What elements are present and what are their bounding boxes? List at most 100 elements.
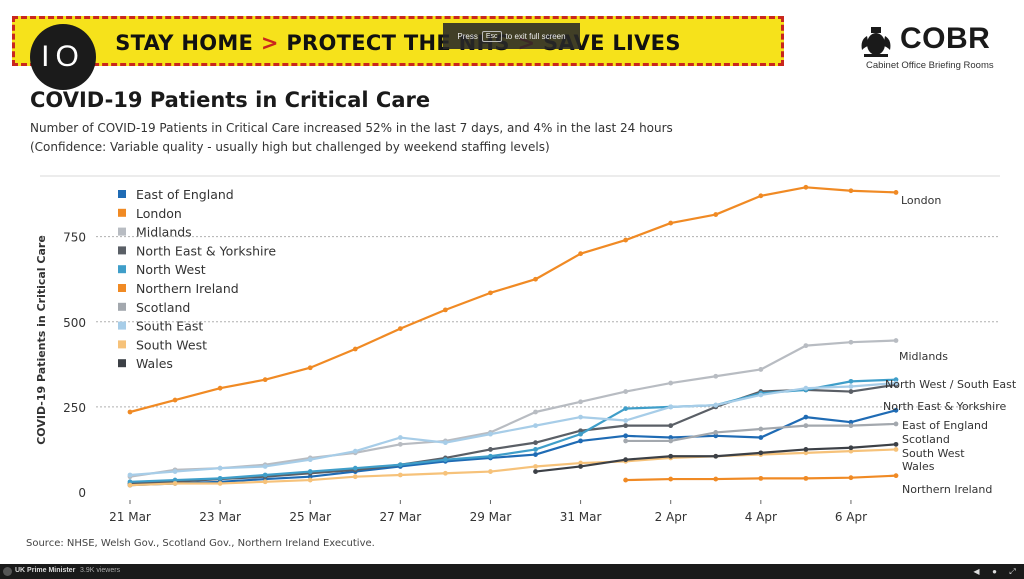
fullscreen-notice-after: to exit full screen — [505, 31, 566, 41]
slogan-stay-home: STAY HOME — [115, 31, 254, 55]
point-scotland-6-apr — [848, 423, 854, 429]
legend-swatch-wales — [118, 359, 126, 368]
series-line-south-west — [129, 448, 897, 487]
series-line-south-east — [129, 381, 897, 477]
point-north-east-yorkshire-31-mar — [578, 428, 583, 434]
point-north-east-yorkshire-6-apr — [848, 389, 854, 394]
point-wales-6-apr — [848, 445, 854, 451]
point-scotland-2-apr — [668, 438, 674, 444]
point-london-28-mar — [443, 307, 448, 313]
legend-swatch-north-east-yorkshire — [118, 246, 126, 255]
fullscreen-notice-key: Esc — [481, 30, 502, 42]
series-line-london — [129, 186, 897, 414]
channel-avatar[interactable] — [3, 567, 12, 576]
point-north-west-31-mar — [578, 431, 583, 437]
location-icon[interactable]: ● — [992, 567, 997, 576]
legend-label-wales: Wales — [136, 356, 173, 371]
x-tick-label-29-mar: 29 Mar — [470, 510, 512, 524]
point-wales-4-apr — [758, 450, 764, 456]
point-south-east-7-apr — [893, 380, 899, 386]
point-north-east-yorkshire-29-mar — [488, 447, 493, 452]
point-midlands-31-mar — [578, 399, 583, 405]
point-east-of-england-7-apr — [893, 407, 899, 413]
legend-label-east-of-england: East of England — [136, 187, 234, 202]
point-south-west-28-mar — [443, 470, 448, 476]
point-london-26-mar — [352, 346, 358, 352]
point-midlands-5-apr — [803, 343, 809, 349]
point-scotland-5-apr — [803, 423, 809, 429]
fullscreen-icon[interactable]: ⤢ — [1009, 567, 1016, 576]
point-east-of-england-2-apr — [668, 435, 674, 440]
point-south-west-7-apr — [893, 447, 899, 452]
point-north-west-7-apr — [893, 377, 899, 383]
volume-icon[interactable]: ◀ — [973, 567, 980, 576]
point-east-of-england-6-apr — [848, 419, 854, 425]
point-northern-ireland-4-apr — [758, 475, 764, 481]
x-tick-label-6-apr: 6 Apr — [835, 510, 867, 524]
x-tick-label-27-mar: 27 Mar — [379, 510, 421, 524]
point-north-east-yorkshire-1-apr — [623, 423, 629, 429]
point-scotland-4-apr — [758, 426, 764, 432]
x-tick-label-31-mar: 31 Mar — [560, 510, 602, 524]
point-london-4-apr — [758, 193, 764, 199]
point-wales-2-apr — [668, 453, 674, 459]
point-midlands-3-apr — [713, 373, 719, 379]
point-london-7-apr — [893, 190, 899, 195]
x-tick-label-2-apr: 2 Apr — [655, 510, 687, 524]
point-north-west-21-mar — [127, 479, 133, 485]
end-label-east-of-england: East of England — [902, 419, 988, 432]
point-london-5-apr — [803, 184, 809, 190]
point-north-west-29-mar — [488, 453, 493, 459]
end-label-london: London — [901, 194, 941, 207]
point-south-east-27-mar — [397, 435, 403, 440]
point-northern-ireland-6-apr — [848, 475, 854, 481]
point-south-east-26-mar — [352, 448, 358, 454]
point-northern-ireland-5-apr — [803, 475, 809, 481]
y-tick-label-250: 250 — [63, 401, 86, 415]
legend-swatch-south-east — [118, 321, 126, 330]
series-line-north-west — [129, 378, 897, 483]
point-north-west-22-mar — [172, 477, 178, 483]
point-london-6-apr — [848, 188, 854, 194]
point-midlands-6-apr — [848, 339, 854, 345]
point-south-east-25-mar — [307, 457, 313, 463]
point-east-of-england-25-mar — [307, 474, 313, 480]
end-label-south-west: South West — [902, 447, 965, 460]
point-midlands-7-apr — [893, 338, 899, 343]
point-east-of-england-5-apr — [803, 414, 809, 420]
point-south-east-6-apr — [848, 384, 854, 389]
point-east-of-england-30-mar — [533, 452, 538, 457]
point-south-west-27-mar — [397, 472, 403, 478]
source-note: Source: NHSE, Welsh Gov., Scotland Gov.,… — [26, 538, 375, 549]
point-wales-7-apr — [893, 441, 899, 447]
end-label-north-west-south-east: North West / South East — [885, 378, 1017, 391]
point-south-east-29-mar — [488, 431, 493, 437]
point-northern-ireland-1-apr — [623, 477, 629, 483]
series-line-north-east-yorkshire — [129, 383, 897, 485]
end-label-midlands: Midlands — [899, 350, 948, 363]
point-south-west-25-mar — [307, 477, 313, 483]
point-south-east-5-apr — [803, 385, 809, 391]
point-midlands-30-mar — [533, 409, 538, 415]
point-east-of-england-31-mar — [578, 438, 583, 444]
point-south-west-26-mar — [352, 474, 358, 480]
point-north-west-28-mar — [443, 457, 448, 463]
legend-swatch-london — [118, 208, 126, 217]
point-scotland-7-apr — [893, 421, 899, 427]
chart-title: COVID-19 Patients in Critical Care — [30, 88, 431, 112]
point-south-east-1-apr — [623, 418, 629, 423]
point-south-west-21-mar — [127, 482, 133, 488]
slogan-chevron-1: > — [260, 31, 279, 55]
royal-crest-icon — [861, 27, 891, 57]
channel-name[interactable]: UK Prime Minister — [15, 567, 76, 574]
player-bar: UK Prime Minister 3.9K viewers ◀ ● ⤢ — [0, 564, 1024, 579]
legend-label-south-east: South East — [136, 319, 203, 334]
series-line-east-of-england — [129, 409, 897, 487]
viewer-count: 3.9K viewers — [80, 567, 121, 574]
chart-confidence-note: (Confidence: Variable quality - usually … — [30, 140, 550, 154]
end-label-north-east-yorkshire: North East & Yorkshire — [883, 400, 1006, 413]
cobr-subtitle: Cabinet Office Briefing Rooms — [866, 60, 994, 71]
point-north-west-26-mar — [352, 465, 358, 471]
point-wales-30-mar — [533, 469, 538, 474]
